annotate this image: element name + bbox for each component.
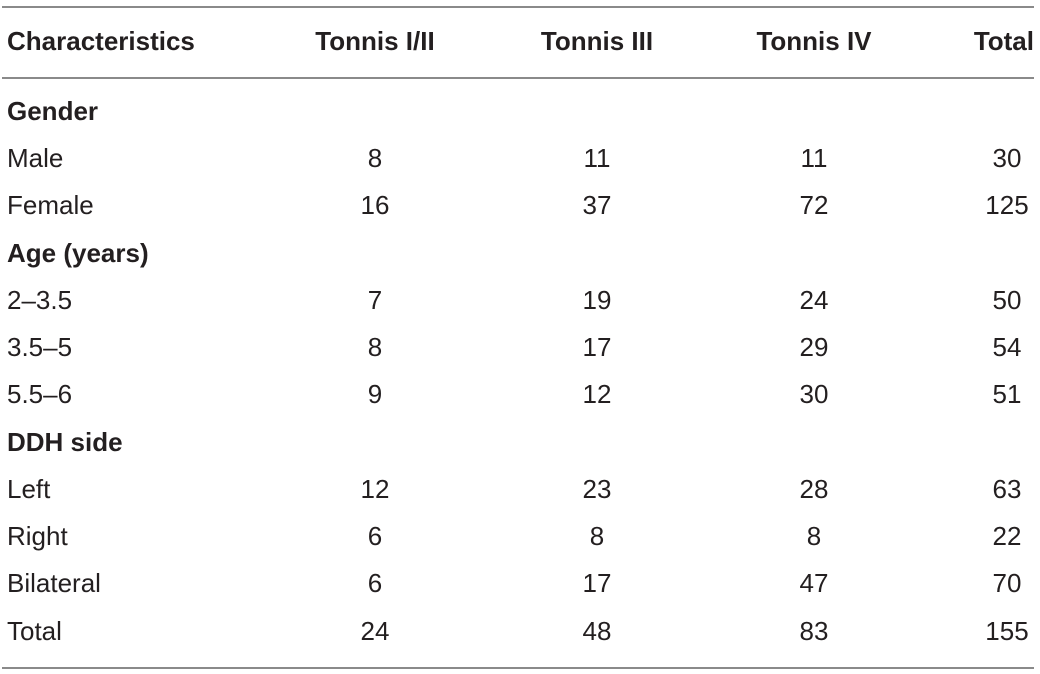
table-row: Male 8 11 11 30 xyxy=(0,136,1040,180)
cell-total: 70 xyxy=(992,568,1022,598)
row-label: Female xyxy=(7,190,94,220)
cell-tonnis-4: 24 xyxy=(799,285,829,315)
cell-tonnis-4: 11 xyxy=(800,143,828,173)
cell-total: 155 xyxy=(985,616,1029,646)
cell-tonnis-3: 17 xyxy=(582,332,612,362)
row-label: 2–3.5 xyxy=(7,285,73,315)
cell-tonnis-4: 29 xyxy=(799,332,829,362)
table-row: 3.5–5 8 17 29 54 xyxy=(0,325,1040,369)
cell-tonnis-3: 37 xyxy=(582,190,612,220)
cell-tonnis-4: 30 xyxy=(799,379,829,409)
cell-tonnis-1-2: 8 xyxy=(367,332,383,362)
cell-tonnis-1-2: 24 xyxy=(360,616,390,646)
table-header-row: Characteristics Tonnis I/II Tonnis III T… xyxy=(0,19,1040,63)
total-row: Total 24 48 83 155 xyxy=(0,609,1040,653)
cell-tonnis-1-2: 12 xyxy=(360,474,390,504)
section-label: DDH side xyxy=(7,427,123,457)
table-top-rule xyxy=(2,6,1034,8)
row-label: Total xyxy=(7,616,62,646)
table-row: 5.5–6 9 12 30 51 xyxy=(0,372,1040,416)
cell-total: 51 xyxy=(992,379,1022,409)
table-header-rule xyxy=(2,77,1034,79)
row-label: 5.5–6 xyxy=(7,379,73,409)
section-label: Age (years) xyxy=(7,238,149,268)
cell-tonnis-1-2: 6 xyxy=(367,521,383,551)
cell-total: 30 xyxy=(992,143,1022,173)
header-tonnis-4: Tonnis IV xyxy=(756,26,872,56)
row-label: Bilateral xyxy=(7,568,101,598)
cell-tonnis-3: 12 xyxy=(582,379,612,409)
cell-tonnis-3: 19 xyxy=(582,285,612,315)
header-total: Total xyxy=(973,26,1034,56)
cell-tonnis-1-2: 6 xyxy=(367,568,383,598)
cell-tonnis-4: 8 xyxy=(806,521,822,551)
table-row: Bilateral 6 17 47 70 xyxy=(0,561,1040,605)
table-bottom-rule xyxy=(2,667,1034,669)
row-label: Right xyxy=(7,521,68,551)
cell-total: 22 xyxy=(992,521,1022,551)
section-heading-age: Age (years) xyxy=(0,231,1040,275)
table-row: Female 16 37 72 125 xyxy=(0,183,1040,227)
section-label: Gender xyxy=(7,96,99,126)
cell-total: 50 xyxy=(992,285,1022,315)
cell-total: 54 xyxy=(992,332,1022,362)
section-heading-ddh-side: DDH side xyxy=(0,420,1040,464)
section-heading-gender: Gender xyxy=(0,89,1040,133)
cell-tonnis-3: 17 xyxy=(582,568,612,598)
cell-tonnis-3: 48 xyxy=(582,616,612,646)
cell-tonnis-3: 11 xyxy=(583,143,611,173)
row-label: Left xyxy=(7,474,51,504)
cell-total: 63 xyxy=(992,474,1022,504)
header-characteristics: Characteristics xyxy=(7,26,195,56)
header-tonnis-3: Tonnis III xyxy=(540,26,654,56)
cell-tonnis-4: 83 xyxy=(799,616,829,646)
row-label: 3.5–5 xyxy=(7,332,73,362)
cell-tonnis-3: 23 xyxy=(582,474,612,504)
cell-tonnis-3: 8 xyxy=(589,521,605,551)
cell-tonnis-1-2: 8 xyxy=(367,143,383,173)
cell-total: 125 xyxy=(985,190,1029,220)
cell-tonnis-4: 47 xyxy=(799,568,829,598)
cell-tonnis-4: 28 xyxy=(799,474,829,504)
cell-tonnis-1-2: 7 xyxy=(367,285,383,315)
header-tonnis-1-2: Tonnis I/II xyxy=(315,26,435,56)
table-row: Left 12 23 28 63 xyxy=(0,467,1040,511)
cell-tonnis-4: 72 xyxy=(799,190,829,220)
cell-tonnis-1-2: 16 xyxy=(360,190,390,220)
cell-tonnis-1-2: 9 xyxy=(367,379,383,409)
table-row: Right 6 8 8 22 xyxy=(0,514,1040,558)
table-row: 2–3.5 7 19 24 50 xyxy=(0,278,1040,322)
row-label: Male xyxy=(7,143,64,173)
